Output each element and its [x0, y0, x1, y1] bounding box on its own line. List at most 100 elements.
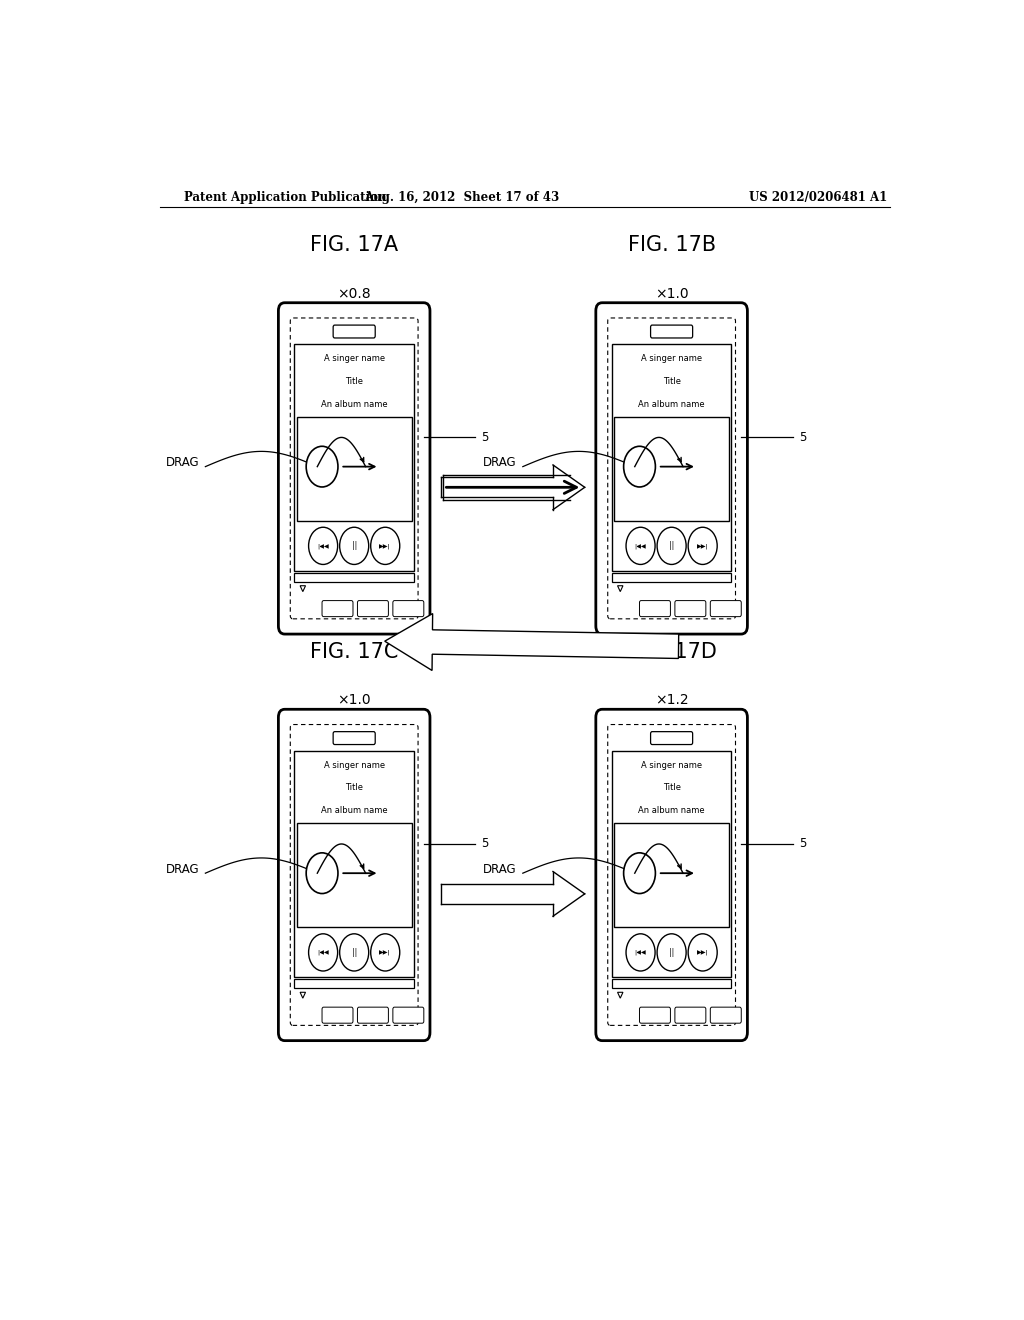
Text: 5: 5 [481, 430, 488, 444]
Text: 5: 5 [799, 430, 806, 444]
Bar [295, 979, 414, 989]
Text: |◀◀: |◀◀ [317, 949, 329, 956]
Bar [612, 345, 731, 570]
Bar [297, 824, 412, 928]
Circle shape [626, 933, 655, 972]
Bar [612, 573, 731, 582]
FancyBboxPatch shape [322, 1007, 353, 1023]
FancyBboxPatch shape [596, 709, 748, 1040]
Text: ×0.8: ×0.8 [337, 286, 371, 301]
Text: ||: || [669, 948, 674, 957]
Circle shape [657, 527, 686, 565]
Polygon shape [617, 993, 623, 998]
FancyBboxPatch shape [393, 601, 424, 616]
FancyBboxPatch shape [607, 725, 735, 1026]
Text: An album name: An album name [321, 807, 387, 816]
FancyBboxPatch shape [357, 601, 388, 616]
FancyBboxPatch shape [290, 725, 418, 1026]
Text: ||: || [669, 541, 674, 550]
Text: An album name: An album name [321, 400, 387, 409]
Bar [295, 751, 414, 977]
Circle shape [624, 446, 655, 487]
Circle shape [688, 933, 717, 972]
FancyBboxPatch shape [279, 709, 430, 1040]
Text: US 2012/0206481 A1: US 2012/0206481 A1 [750, 190, 888, 203]
Polygon shape [300, 586, 305, 591]
FancyBboxPatch shape [711, 601, 741, 616]
Text: A singer name: A singer name [641, 760, 702, 770]
Text: Patent Application Publication: Patent Application Publication [183, 190, 386, 203]
FancyBboxPatch shape [650, 731, 692, 744]
FancyBboxPatch shape [675, 1007, 706, 1023]
Text: FIG. 17D: FIG. 17D [627, 642, 717, 661]
Text: Title: Title [663, 378, 681, 385]
Text: ×1.0: ×1.0 [337, 693, 371, 708]
Text: Aug. 16, 2012  Sheet 17 of 43: Aug. 16, 2012 Sheet 17 of 43 [364, 190, 559, 203]
Polygon shape [300, 993, 305, 998]
Text: Title: Title [345, 784, 364, 792]
Circle shape [340, 933, 369, 972]
Text: ▶▶|: ▶▶| [697, 543, 709, 549]
FancyBboxPatch shape [711, 1007, 741, 1023]
Bar [297, 417, 412, 521]
Text: ▶▶|: ▶▶| [380, 949, 391, 956]
FancyBboxPatch shape [596, 302, 748, 634]
FancyBboxPatch shape [639, 1007, 671, 1023]
Text: DRAG: DRAG [166, 457, 199, 469]
Bar [614, 417, 729, 521]
Text: An album name: An album name [638, 400, 705, 409]
FancyBboxPatch shape [639, 601, 671, 616]
Bar [295, 573, 414, 582]
Bar [612, 751, 731, 977]
Text: FIG. 17B: FIG. 17B [628, 235, 716, 255]
Text: A singer name: A singer name [324, 354, 385, 363]
Circle shape [306, 853, 338, 894]
Text: A singer name: A singer name [641, 354, 702, 363]
Text: FIG. 17C: FIG. 17C [310, 642, 398, 661]
Text: ||: || [351, 948, 356, 957]
Text: ▶▶|: ▶▶| [380, 543, 391, 549]
FancyBboxPatch shape [607, 318, 735, 619]
FancyBboxPatch shape [290, 318, 418, 619]
Text: ×1.2: ×1.2 [654, 693, 688, 708]
FancyBboxPatch shape [333, 325, 375, 338]
FancyBboxPatch shape [357, 1007, 388, 1023]
Text: ×1.0: ×1.0 [654, 286, 688, 301]
Polygon shape [385, 614, 679, 671]
Text: DRAG: DRAG [483, 863, 516, 875]
Bar [614, 824, 729, 928]
Text: DRAG: DRAG [483, 457, 516, 469]
Text: |◀◀: |◀◀ [635, 949, 646, 956]
Bar [295, 345, 414, 570]
Text: 5: 5 [799, 837, 806, 850]
FancyBboxPatch shape [333, 731, 375, 744]
Polygon shape [617, 586, 623, 591]
Circle shape [308, 933, 338, 972]
FancyBboxPatch shape [393, 1007, 424, 1023]
Circle shape [657, 933, 686, 972]
Text: A singer name: A singer name [324, 760, 385, 770]
Bar [612, 979, 731, 989]
Text: Title: Title [345, 378, 364, 385]
Text: FIG. 17A: FIG. 17A [310, 235, 398, 255]
Text: ▶▶|: ▶▶| [697, 949, 709, 956]
Text: Title: Title [663, 784, 681, 792]
Circle shape [688, 527, 717, 565]
Circle shape [371, 527, 399, 565]
Circle shape [306, 446, 338, 487]
Circle shape [626, 527, 655, 565]
FancyBboxPatch shape [322, 601, 353, 616]
FancyBboxPatch shape [650, 325, 692, 338]
Text: DRAG: DRAG [166, 863, 199, 875]
Text: |◀◀: |◀◀ [317, 543, 329, 549]
Circle shape [371, 933, 399, 972]
FancyBboxPatch shape [675, 601, 706, 616]
Text: An album name: An album name [638, 807, 705, 816]
Circle shape [308, 527, 338, 565]
Circle shape [340, 527, 369, 565]
Circle shape [624, 853, 655, 894]
Text: |◀◀: |◀◀ [635, 543, 646, 549]
Text: 5: 5 [481, 837, 488, 850]
FancyBboxPatch shape [279, 302, 430, 634]
Text: ||: || [351, 541, 356, 550]
